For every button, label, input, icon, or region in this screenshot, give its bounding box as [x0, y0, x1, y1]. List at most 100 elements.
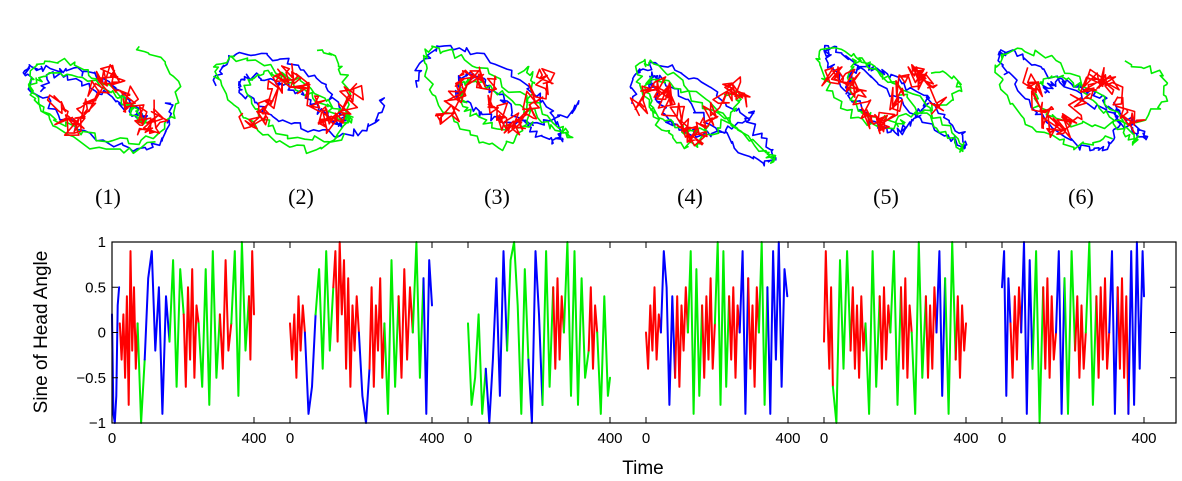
trace-panel-4 [645, 241, 789, 415]
trace-panel-2 [289, 241, 433, 424]
trajectory-path [815, 46, 965, 153]
trace-segment-5-9 [924, 286, 938, 379]
trajectory-path [414, 44, 580, 145]
x-tick-label-1-1: 0 [108, 430, 116, 447]
trace-segment-6-7 [1063, 250, 1077, 415]
x-tick-label-3-2: 400 [597, 430, 622, 447]
trace-segment-2-10 [422, 259, 433, 415]
x-tick-label-2-1: 0 [286, 430, 294, 447]
trace-segment-1-3 [136, 322, 146, 424]
trace-segment-5-7 [900, 277, 913, 379]
panel-label-2: (2) [288, 184, 314, 209]
trajectory-path [629, 76, 751, 147]
trace-segment-4-7 [728, 286, 741, 379]
trace-segment-4-3 [674, 286, 689, 388]
trajectory-panel-3 [414, 44, 580, 152]
trajectory-path [238, 63, 364, 135]
trace-segment-3-6 [552, 277, 565, 370]
x-tick-label-4-1: 0 [642, 430, 650, 447]
trace-segment-4-10 [757, 241, 769, 406]
trace-segment-5-2 [831, 250, 852, 424]
x-tick-label-5-1: 0 [820, 430, 828, 447]
trace-panel-3 [467, 241, 611, 424]
y-tick-label: −1 [89, 415, 106, 432]
trace-segment-6-13 [1127, 241, 1145, 415]
trace-segment-6-8 [1074, 295, 1087, 379]
trace-segment-5-11 [944, 241, 957, 415]
trace-panel-6 [1001, 241, 1145, 424]
trace-segment-4-6 [713, 241, 731, 406]
trace-segment-1-1 [111, 286, 121, 424]
trace-segment-6-6 [1055, 250, 1066, 415]
trace-segment-5-8 [910, 241, 927, 415]
trace-segment-3-3 [506, 241, 530, 415]
trace-segment-6-5 [1042, 277, 1057, 379]
trace-segment-3-9 [596, 295, 611, 415]
trace-segment-4-11 [766, 241, 789, 415]
trace-segment-4-4 [686, 250, 704, 415]
trace-segment-1-2 [118, 250, 139, 406]
x-tick-label-6-2: 400 [1131, 430, 1156, 447]
trajectory-panel-1 [22, 45, 182, 155]
trace-segment-2-7 [383, 259, 400, 415]
y-axis-label: Sine of Head Angle [31, 251, 52, 414]
trace-segment-5-10 [935, 250, 947, 397]
trajectory-panel-5 [815, 44, 968, 153]
trace-segment-1-6 [182, 268, 200, 388]
trace-segment-4-9 [747, 277, 760, 388]
trajectory-path [22, 64, 174, 153]
trace-segment-4-5 [701, 277, 716, 379]
trace-segment-3-4 [527, 250, 544, 424]
trace-segment-3-5 [541, 250, 555, 406]
trace-segment-2-4 [332, 241, 360, 388]
y-ticks: −1 −0.5 0 0.5 1 [76, 234, 1176, 432]
trace-segment-3-1 [467, 313, 487, 415]
trace-segment-5-4 [864, 250, 881, 415]
panel-label-4: (4) [677, 184, 703, 209]
y-tick-label: 1 [98, 234, 106, 251]
x-ticks: 0 400 0 400 0 400 0 400 0 400 0 400 [108, 242, 1157, 447]
trace-segment-5-12 [954, 295, 967, 379]
x-tick-label-2-2: 400 [419, 430, 444, 447]
trajectory-path [422, 45, 574, 152]
trajectory-path [994, 47, 1169, 151]
trace-segment-3-2 [484, 250, 509, 424]
trace-segment-3-7 [562, 241, 590, 406]
panel-label-3: (3) [484, 184, 510, 209]
x-tick-label-6-1: 0 [998, 430, 1006, 447]
trace-segment-4-1 [645, 286, 662, 370]
trajectory-path [27, 45, 182, 155]
panel-label-6: (6) [1068, 184, 1094, 209]
panel-labels: (1) (2) (3) (4) (5) (6) [95, 184, 1094, 209]
trace-segment-1-10 [248, 250, 255, 361]
trace-segment-2-2 [303, 313, 317, 415]
panel-label-5: (5) [873, 184, 899, 209]
trace-segment-6-4 [1031, 250, 1045, 424]
x-tick-label-5-2: 400 [953, 430, 978, 447]
trajectory-path [821, 64, 948, 135]
trace-panel-5 [823, 241, 967, 424]
trace-segment-5-6 [889, 250, 902, 406]
trajectory-path [46, 63, 169, 136]
trajectory-path [212, 49, 354, 155]
trajectory-path [823, 44, 968, 150]
trajectory-panel-6 [994, 47, 1169, 152]
panel-label-1: (1) [95, 184, 121, 209]
trace-segment-6-2 [1009, 286, 1023, 379]
y-tick-label: −0.5 [76, 370, 106, 387]
trace-segment-2-9 [411, 241, 425, 379]
x-tick-label-3-1: 0 [464, 430, 472, 447]
trace-segment-5-1 [823, 250, 834, 388]
trajectory-panels [22, 44, 1169, 167]
trace-segment-5-5 [878, 286, 892, 370]
trajectory-panel-4 [629, 58, 777, 167]
sine-traces [111, 241, 1145, 424]
trace-segment-1-4 [143, 250, 171, 415]
x-tick-label-1-2: 400 [241, 430, 266, 447]
trajectory-path [997, 49, 1149, 152]
trace-panel-1 [111, 241, 255, 424]
y-tick-label: 0.5 [85, 279, 106, 296]
y-tick-label: 0 [98, 325, 106, 342]
trajectory-path [212, 51, 386, 139]
trace-segment-6-10 [1095, 277, 1111, 379]
